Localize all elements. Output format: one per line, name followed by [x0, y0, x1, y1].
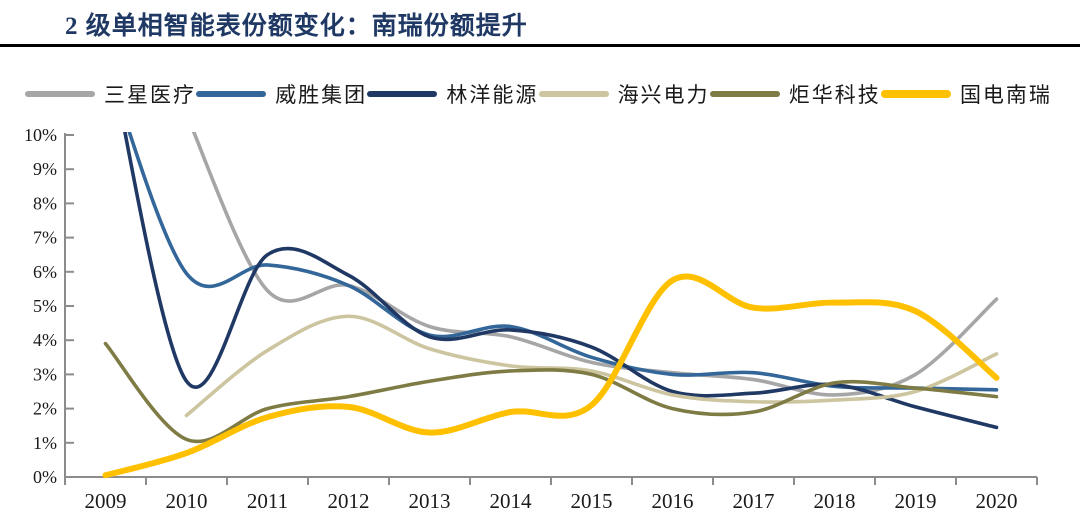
y-tick-label: 10% [24, 125, 57, 145]
series-line-guodian-nari [102, 273, 1000, 479]
y-tick-label: 2% [33, 399, 57, 419]
legend-swatch-guodian-nari-icon [880, 90, 951, 98]
x-tick-label: 2019 [895, 489, 937, 513]
legend-item-wasion-group: 威胜集团 [196, 79, 367, 109]
legend-label-sanxing-medical: 三星医疗 [104, 83, 196, 107]
legend-swatch-wasion-group-icon [196, 91, 267, 97]
legend-item-linyang-energy: 林洋能源 [367, 79, 538, 109]
legend-label-wasion-group: 威胜集团 [275, 83, 368, 107]
y-tick-label: 0% [33, 467, 57, 487]
x-tick-label: 2017 [733, 489, 775, 513]
y-tick-label: 1% [33, 433, 57, 453]
x-tick-label: 2018 [814, 489, 856, 513]
x-tick-label: 2020 [976, 489, 1018, 513]
legend: 三星医疗 威胜集团 林洋能源 海兴电力 炬华科技 国电南瑞 [25, 81, 1052, 107]
y-tick-label: 8% [33, 193, 57, 213]
legend-label-juhua-tech: 炬华科技 [788, 83, 881, 107]
legend-item-juhua-tech: 炬华科技 [709, 79, 881, 109]
y-tick-label: 9% [33, 159, 57, 179]
legend-item-sanxing-medical: 三星医疗 [25, 79, 196, 109]
y-tick-label: 6% [33, 262, 57, 282]
legend-swatch-haixing-power-icon [538, 91, 609, 97]
legend-swatch-sanxing-medical-icon [25, 91, 95, 97]
x-tick-label: 2009 [85, 489, 127, 513]
x-tick-label: 2015 [571, 489, 613, 513]
series-line-haixing-power [184, 314, 999, 418]
x-tick-label: 2016 [652, 489, 694, 513]
y-tick-label: 7% [33, 228, 57, 248]
y-tick-label: 4% [33, 330, 57, 350]
x-tick-label: 2014 [490, 489, 533, 513]
legend-swatch-juhua-tech-icon [709, 91, 780, 97]
y-tick-label: 5% [33, 296, 57, 316]
legend-item-guodian-nari: 国电南瑞 [880, 79, 1052, 109]
legend-label-linyang-energy: 林洋能源 [446, 83, 539, 107]
legend-swatch-linyang-energy-icon [367, 91, 438, 97]
x-tick-label: 2010 [166, 489, 208, 513]
series-line-wasion-group [127, 132, 999, 392]
x-tick-label: 2013 [409, 489, 451, 513]
x-tick-label: 2011 [247, 489, 288, 513]
legend-label-haixing-power: 海兴电力 [617, 83, 710, 107]
chart-title: 2 级单相智能表份额变化：南瑞份额提升 [65, 13, 528, 40]
y-tick-label: 3% [33, 364, 57, 384]
legend-item-haixing-power: 海兴电力 [538, 79, 710, 109]
title-divider [0, 44, 1080, 47]
legend-label-guodian-nari: 国电南瑞 [959, 83, 1052, 107]
x-tick-label: 2012 [328, 489, 370, 513]
series-line-juhua-tech [103, 341, 999, 444]
series-line-sanxing-medical [191, 132, 999, 397]
